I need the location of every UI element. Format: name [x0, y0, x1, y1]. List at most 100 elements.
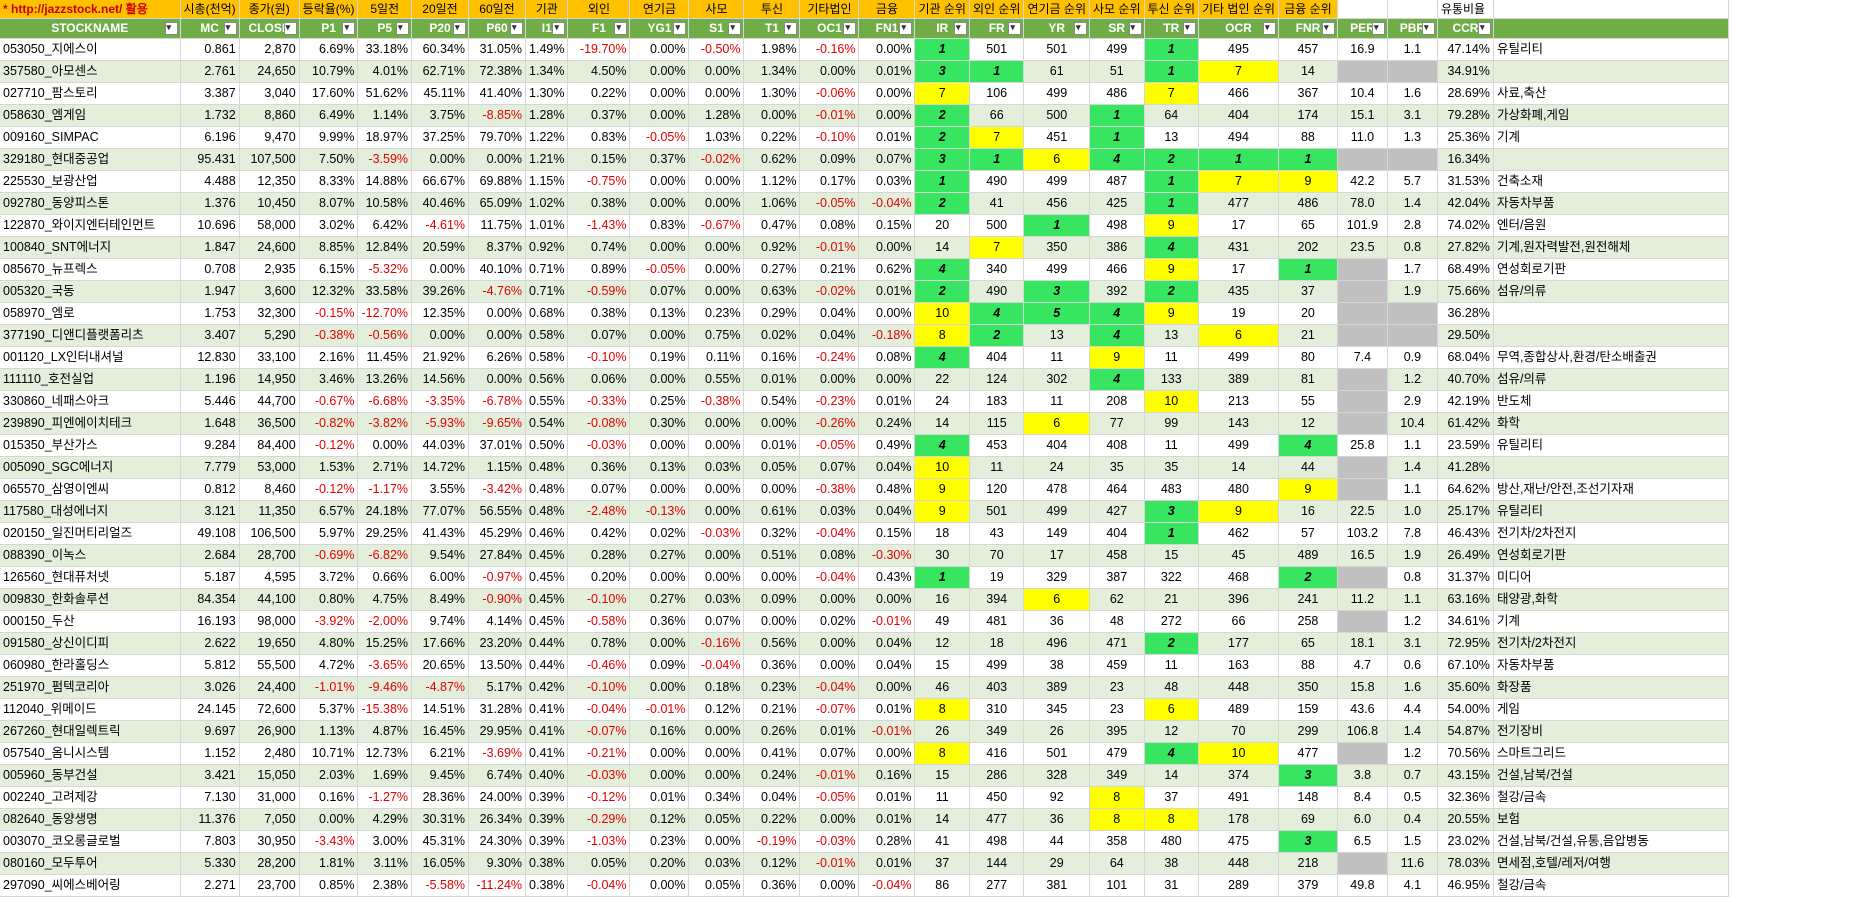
cell-fr[interactable]: 18 [969, 632, 1025, 655]
cell-p5[interactable]: 29.25% [357, 522, 413, 545]
cell-per[interactable]: 11.0 [1337, 126, 1388, 149]
column-header-yg1[interactable]: YG1 [629, 18, 690, 39]
cell-per[interactable]: 15.1 [1337, 104, 1388, 127]
cell-fr[interactable]: 120 [969, 478, 1025, 501]
cell-close[interactable]: 28,700 [239, 544, 300, 567]
cell-sector[interactable]: 건설,남북/건설 [1493, 764, 1729, 787]
cell-fn1[interactable]: 0.00% [858, 82, 916, 105]
cell-mc[interactable]: 0.812 [180, 478, 240, 501]
cell-fnr[interactable]: 1 [1278, 148, 1338, 171]
cell-p20[interactable]: 3.55% [411, 478, 470, 501]
cell-p5[interactable]: 15.25% [357, 632, 413, 655]
cell-ccr[interactable]: 41.28% [1437, 456, 1494, 479]
cell-yg1[interactable]: -0.05% [629, 258, 690, 281]
cell-fnr[interactable]: 9 [1278, 170, 1338, 193]
cell-pbr[interactable]: 11.6 [1387, 852, 1438, 875]
cell-fr[interactable]: 490 [969, 280, 1025, 303]
cell-sector[interactable]: 무역,종합상사,환경/탄소배출권 [1493, 346, 1729, 369]
cell-fr[interactable]: 286 [969, 764, 1025, 787]
cell-ccr[interactable]: 20.55% [1437, 808, 1494, 831]
cell-per[interactable]: 16.9 [1337, 38, 1388, 61]
cell-pbr[interactable]: 1.1 [1387, 588, 1438, 611]
cell-s1[interactable]: 0.12% [688, 698, 745, 721]
column-header-ccr[interactable]: CCR [1437, 18, 1494, 39]
cell-tr[interactable]: 1 [1144, 192, 1200, 215]
filter-dropdown-icon[interactable] [899, 19, 913, 37]
cell-t1[interactable]: 0.92% [743, 236, 801, 259]
cell-fn1[interactable]: 0.00% [858, 676, 916, 699]
filter-dropdown-icon[interactable] [453, 19, 467, 37]
cell-p20[interactable]: 16.05% [411, 852, 470, 875]
cell-per[interactable]: 16.5 [1337, 544, 1388, 567]
cell-close[interactable]: 98,000 [239, 610, 300, 633]
cell-yr[interactable]: 6 [1023, 588, 1091, 611]
cell-fnr[interactable]: 21 [1278, 324, 1338, 347]
column-header-ir[interactable]: IR [914, 18, 970, 39]
cell-p1[interactable]: 12.32% [299, 280, 359, 303]
cell-yg1[interactable]: 0.37% [629, 148, 690, 171]
cell-close[interactable]: 19,650 [239, 632, 300, 655]
table-row[interactable]: 297090_씨에스베어링 2.271 23,700 0.85% 2.38% -5.58%… [0, 874, 1729, 897]
filter-dropdown-icon[interactable] [510, 19, 524, 37]
cell-fn1[interactable]: 0.01% [858, 60, 916, 83]
cell-pbr[interactable]: 1.4 [1387, 192, 1438, 215]
table-row[interactable]: 085670_뉴프렉스 0.708 2,935 6.15% -5.32% 0.00% 40.… [0, 258, 1729, 281]
cell-close[interactable]: 36,500 [239, 412, 300, 435]
cell-fr[interactable]: 416 [969, 742, 1025, 765]
cell-s1[interactable]: 0.00% [688, 258, 745, 281]
cell-t1[interactable]: 0.24% [743, 764, 801, 787]
cell-s1[interactable]: -0.16% [688, 632, 745, 655]
cell-s1[interactable]: 1.03% [688, 126, 745, 149]
cell-i1[interactable]: 1.34% [525, 60, 569, 83]
cell-yg1[interactable]: 0.27% [629, 544, 690, 567]
column-header-yr[interactable]: YR [1023, 18, 1091, 39]
cell-sr[interactable]: 64 [1089, 852, 1145, 875]
cell-close[interactable]: 14,950 [239, 368, 300, 391]
cell-ocr[interactable]: 17 [1198, 258, 1279, 281]
table-row[interactable]: 060980_한라홀딩스 5.812 55,500 4.72% -3.65% 20.65%… [0, 654, 1729, 677]
cell-fn1[interactable]: -0.18% [858, 324, 916, 347]
cell-sr[interactable]: 408 [1089, 434, 1145, 457]
cell-f1[interactable]: -0.29% [567, 808, 631, 831]
cell-p1[interactable]: 1.53% [299, 456, 359, 479]
cell-ccr[interactable]: 25.36% [1437, 126, 1494, 149]
cell-yr[interactable]: 44 [1023, 830, 1091, 853]
cell-yg1[interactable]: 0.00% [629, 676, 690, 699]
cell-i1[interactable]: 0.92% [525, 236, 569, 259]
cell-p5[interactable]: 4.87% [357, 720, 413, 743]
column-header-s1[interactable]: S1 [688, 18, 745, 39]
cell-p1[interactable]: 5.37% [299, 698, 359, 721]
cell-tr[interactable]: 15 [1144, 544, 1200, 567]
cell-p5[interactable]: 6.42% [357, 214, 413, 237]
cell-ir[interactable]: 22 [914, 368, 970, 391]
cell-yr[interactable]: 36 [1023, 808, 1091, 831]
cell-yr[interactable]: 456 [1023, 192, 1091, 215]
cell-s1[interactable]: 0.00% [688, 82, 745, 105]
cell-p60[interactable]: -0.97% [468, 566, 527, 589]
cell-sr[interactable]: 387 [1089, 566, 1145, 589]
cell-ocr[interactable]: 163 [1198, 654, 1279, 677]
cell-per[interactable] [1337, 280, 1388, 303]
cell-sr[interactable]: 487 [1089, 170, 1145, 193]
cell-sr[interactable]: 498 [1089, 214, 1145, 237]
cell-per[interactable] [1337, 302, 1388, 325]
cell-t1[interactable]: 0.27% [743, 258, 801, 281]
cell-ir[interactable]: 12 [914, 632, 970, 655]
cell-i1[interactable]: 1.49% [525, 38, 569, 61]
cell-i1[interactable]: 0.41% [525, 720, 569, 743]
cell-sector[interactable]: 전기차/2차전지 [1493, 632, 1729, 655]
cell-sector[interactable]: 가상화폐,게임 [1493, 104, 1729, 127]
cell-tr[interactable]: 9 [1144, 302, 1200, 325]
cell-sr[interactable]: 4 [1089, 148, 1145, 171]
cell-ir[interactable]: 1 [914, 566, 970, 589]
cell-yr[interactable]: 1 [1023, 214, 1091, 237]
cell-i1[interactable]: 1.01% [525, 214, 569, 237]
cell-fr[interactable]: 1 [969, 148, 1025, 171]
cell-p5[interactable]: 0.00% [357, 434, 413, 457]
cell-per[interactable]: 22.5 [1337, 500, 1388, 523]
cell-ir[interactable]: 30 [914, 544, 970, 567]
cell-oc1[interactable]: -0.26% [799, 412, 860, 435]
table-row[interactable]: 126560_현대퓨처넷 5.187 4,595 3.72% 0.66% 6.00% -0.… [0, 566, 1729, 589]
cell-f1[interactable]: 0.78% [567, 632, 631, 655]
cell-mc[interactable]: 5.187 [180, 566, 240, 589]
